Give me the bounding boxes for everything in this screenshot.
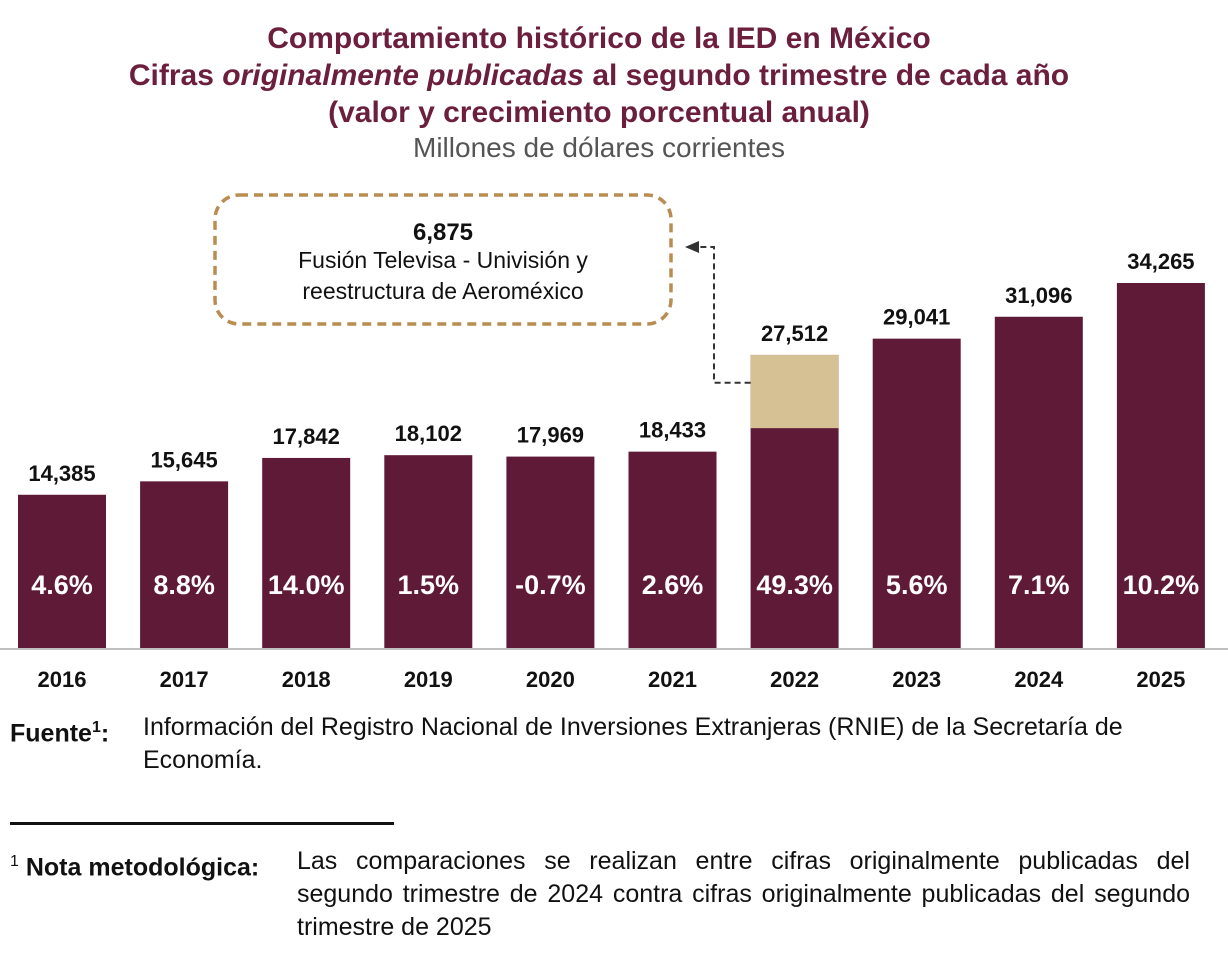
- value-label-2021: 18,433: [639, 418, 706, 443]
- subtitle-pre: Cifras: [128, 59, 223, 92]
- footnote-text: Las comparaciones se realizan entre cifr…: [297, 847, 1190, 941]
- bar-2021: [628, 451, 717, 648]
- value-label-2023: 29,041: [883, 305, 950, 330]
- value-label-2017: 15,645: [150, 447, 217, 472]
- bar-2016: [18, 494, 106, 648]
- value-label-2016: 14,385: [28, 461, 95, 486]
- value-label-2018: 17,842: [273, 424, 340, 449]
- chart-subtitle: Cifras originalmente publicadas al segun…: [0, 57, 1198, 94]
- category-label-2021: 2021: [648, 667, 697, 692]
- callout-box: [213, 193, 673, 326]
- bar-2023: [872, 338, 961, 648]
- source-text: Información del Registro Nacional de Inv…: [143, 713, 1123, 774]
- bar-2019: [384, 455, 473, 648]
- callout-text-line1: Fusión Televisa - Univisión y: [298, 247, 588, 273]
- callout-connector: [697, 246, 751, 384]
- growth-label-2024: 7.1%: [1008, 570, 1070, 600]
- category-label-2020: 2020: [526, 667, 575, 692]
- value-label-2024: 31,096: [1005, 283, 1072, 308]
- growth-label-2017: 8.8%: [153, 570, 215, 600]
- source-label: Fuente1:: [10, 719, 110, 748]
- callout-arrowhead: [685, 241, 699, 253]
- callout-text-line2: reestructura de Aeroméxico: [302, 278, 583, 304]
- units-label: Millones de dólares corrientes: [413, 132, 785, 163]
- category-label-2023: 2023: [892, 667, 941, 692]
- growth-label-2016: 4.6%: [31, 570, 93, 600]
- chart-title: Comportamiento histórico de la IED en Mé…: [267, 22, 931, 55]
- value-label-2020: 17,969: [517, 423, 584, 448]
- growth-label-2022: 49.3%: [756, 570, 833, 600]
- bar-highlight-2022: [750, 354, 839, 429]
- chart-titles: Comportamiento histórico de la IED en Mé…: [0, 20, 1198, 165]
- bar-2020: [506, 456, 595, 648]
- category-label-2019: 2019: [404, 667, 453, 692]
- growth-label-2020: -0.7%: [515, 570, 586, 600]
- bar-2025: [1116, 283, 1205, 648]
- bar-2018: [262, 457, 351, 648]
- value-label-2019: 18,102: [395, 421, 462, 446]
- category-label-2025: 2025: [1136, 667, 1185, 692]
- footnote-label: 1 Nota metodológica:: [10, 853, 260, 882]
- callout-value: 6,875: [413, 219, 473, 246]
- category-label-2022: 2022: [770, 667, 819, 692]
- value-label-2025: 34,265: [1127, 249, 1194, 274]
- growth-label-2019: 1.5%: [398, 570, 460, 600]
- growth-label-2023: 5.6%: [886, 570, 948, 600]
- category-label-2018: 2018: [282, 667, 331, 692]
- bar-chart: 14,385 4.6% 2016 15,645 8.8% 2017 17,842 14.0% 2…: [0, 193, 1228, 692]
- category-label-2024: 2024: [1014, 667, 1064, 692]
- footnote-divider: [10, 822, 394, 825]
- subtitle-post: al segundo trimestre de cada año: [583, 59, 1070, 92]
- subtitle-italic: originalmente publicadas: [222, 59, 584, 92]
- value-label-2022: 27,512: [761, 321, 828, 346]
- category-label-2016: 2016: [38, 667, 87, 692]
- growth-label-2025: 10.2%: [1123, 570, 1200, 600]
- chart-subtitle-line3: (valor y crecimiento porcentual anual): [328, 96, 870, 129]
- growth-label-2021: 2.6%: [642, 570, 704, 600]
- bar-2024: [994, 316, 1083, 648]
- growth-label-2018: 14.0%: [268, 570, 345, 600]
- category-label-2017: 2017: [160, 667, 209, 692]
- bar-2017: [140, 481, 229, 648]
